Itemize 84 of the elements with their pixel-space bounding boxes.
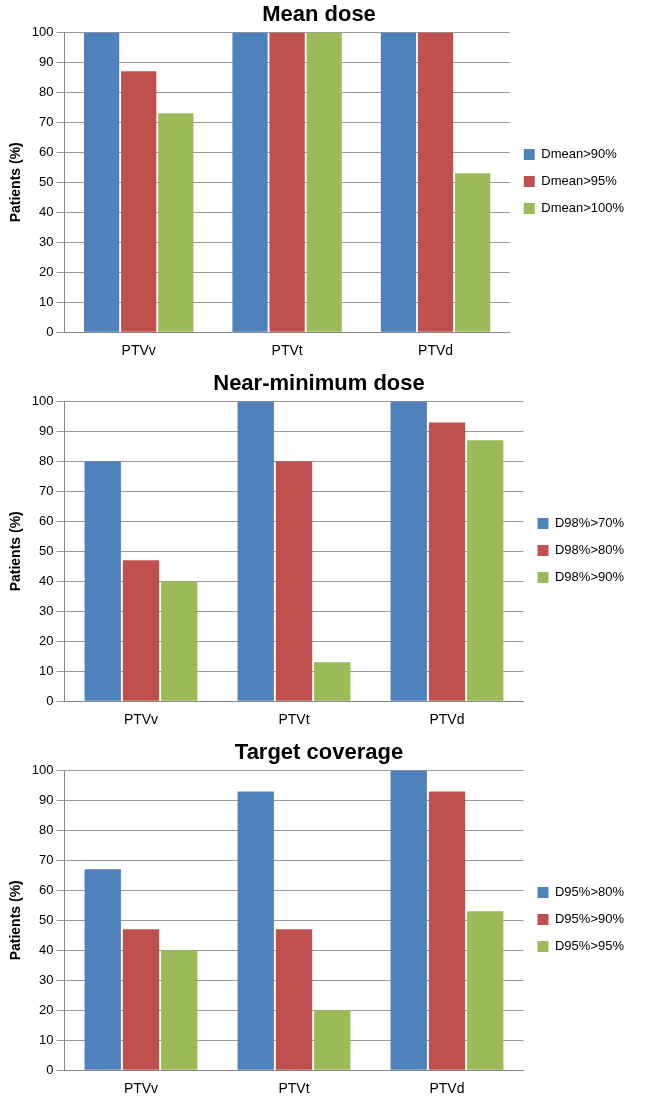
legend-label: D98%>70% xyxy=(554,515,625,531)
legend-label: D95%>80% xyxy=(554,884,625,900)
bar xyxy=(269,32,305,332)
bar xyxy=(232,32,268,332)
y-tick-label: 60 xyxy=(39,143,54,159)
bar xyxy=(158,113,194,332)
legend-label: D98%>90% xyxy=(554,569,625,585)
bar xyxy=(417,32,454,332)
legend-label: D98%>80% xyxy=(554,542,625,558)
legend-label: D95%>95% xyxy=(554,938,625,954)
x-tick-label: PTVv xyxy=(121,342,156,359)
bar xyxy=(380,32,417,332)
y-tick-label: 40 xyxy=(39,941,54,957)
y-axis-title: Patients (%) xyxy=(7,880,24,961)
x-tick-label: PTVt xyxy=(278,1080,310,1097)
x-tick-label: PTVv xyxy=(123,711,159,728)
y-tick-label: 0 xyxy=(46,1061,54,1077)
x-tick-label: PTVd xyxy=(429,711,465,728)
y-tick-label: 40 xyxy=(39,203,54,219)
y-tick-label: 50 xyxy=(39,173,54,189)
legend-label: Dmean>90% xyxy=(541,146,618,162)
y-axis-title: Patients (%) xyxy=(7,142,24,223)
bar xyxy=(467,911,504,1070)
y-tick-label: 90 xyxy=(39,422,54,438)
bar xyxy=(390,770,427,1070)
legend-label: Dmean>100% xyxy=(541,200,625,216)
y-tick-label: 100 xyxy=(31,761,54,777)
x-tick-label: PTVt xyxy=(271,342,303,359)
y-tick-label: 70 xyxy=(39,482,54,498)
bar xyxy=(275,929,313,1070)
bar xyxy=(467,440,504,701)
bar xyxy=(84,869,121,1070)
y-tick-label: 60 xyxy=(39,512,54,528)
y-tick-label: 20 xyxy=(39,263,54,279)
bar xyxy=(390,401,427,701)
bar xyxy=(122,929,160,1070)
y-tick-label: 40 xyxy=(39,572,54,588)
bar xyxy=(237,401,274,701)
bar xyxy=(122,560,160,701)
x-tick-label: PTVt xyxy=(278,711,310,728)
y-tick-label: 90 xyxy=(39,791,54,807)
bar xyxy=(314,1010,351,1070)
bar xyxy=(428,422,466,701)
y-tick-label: 70 xyxy=(39,851,54,867)
legend-label: Dmean>95% xyxy=(541,173,618,189)
y-tick-label: 30 xyxy=(39,971,54,987)
bar xyxy=(84,461,121,701)
y-tick-label: 10 xyxy=(39,293,54,309)
y-tick-label: 70 xyxy=(39,113,54,129)
y-tick-label: 60 xyxy=(39,881,54,897)
x-tick-label: PTVd xyxy=(418,342,454,359)
bar xyxy=(161,950,198,1070)
bar xyxy=(237,791,274,1070)
y-tick-label: 10 xyxy=(39,662,54,678)
bar xyxy=(455,173,491,332)
y-tick-label: 80 xyxy=(39,83,54,99)
y-tick-label: 100 xyxy=(31,23,54,39)
bar xyxy=(121,71,157,332)
y-tick-label: 10 xyxy=(39,1031,54,1047)
y-tick-label: 50 xyxy=(39,542,54,558)
y-axis-title: Patients (%) xyxy=(7,511,24,592)
bar xyxy=(306,32,342,332)
chart-title: Mean dose xyxy=(262,1,376,27)
bar xyxy=(83,32,120,332)
y-tick-label: 90 xyxy=(39,53,54,69)
y-tick-label: 30 xyxy=(39,233,54,249)
legend-label: D95%>90% xyxy=(554,911,625,927)
y-tick-label: 80 xyxy=(39,821,54,837)
y-tick-label: 20 xyxy=(39,632,54,648)
bar xyxy=(161,581,198,701)
x-tick-label: PTVd xyxy=(429,1080,465,1097)
bar xyxy=(275,461,313,701)
y-tick-label: 0 xyxy=(46,323,54,339)
bar xyxy=(314,662,351,701)
chart-title: Near-minimum dose xyxy=(213,370,425,396)
y-tick-label: 80 xyxy=(39,452,54,468)
y-tick-label: 20 xyxy=(39,1001,54,1017)
bar xyxy=(428,791,466,1070)
chart-title: Target coverage xyxy=(234,739,404,765)
x-tick-label: PTVv xyxy=(123,1080,159,1097)
y-tick-label: 30 xyxy=(39,602,54,618)
y-tick-label: 0 xyxy=(46,692,54,708)
y-tick-label: 100 xyxy=(31,392,54,408)
y-tick-label: 50 xyxy=(39,911,54,927)
